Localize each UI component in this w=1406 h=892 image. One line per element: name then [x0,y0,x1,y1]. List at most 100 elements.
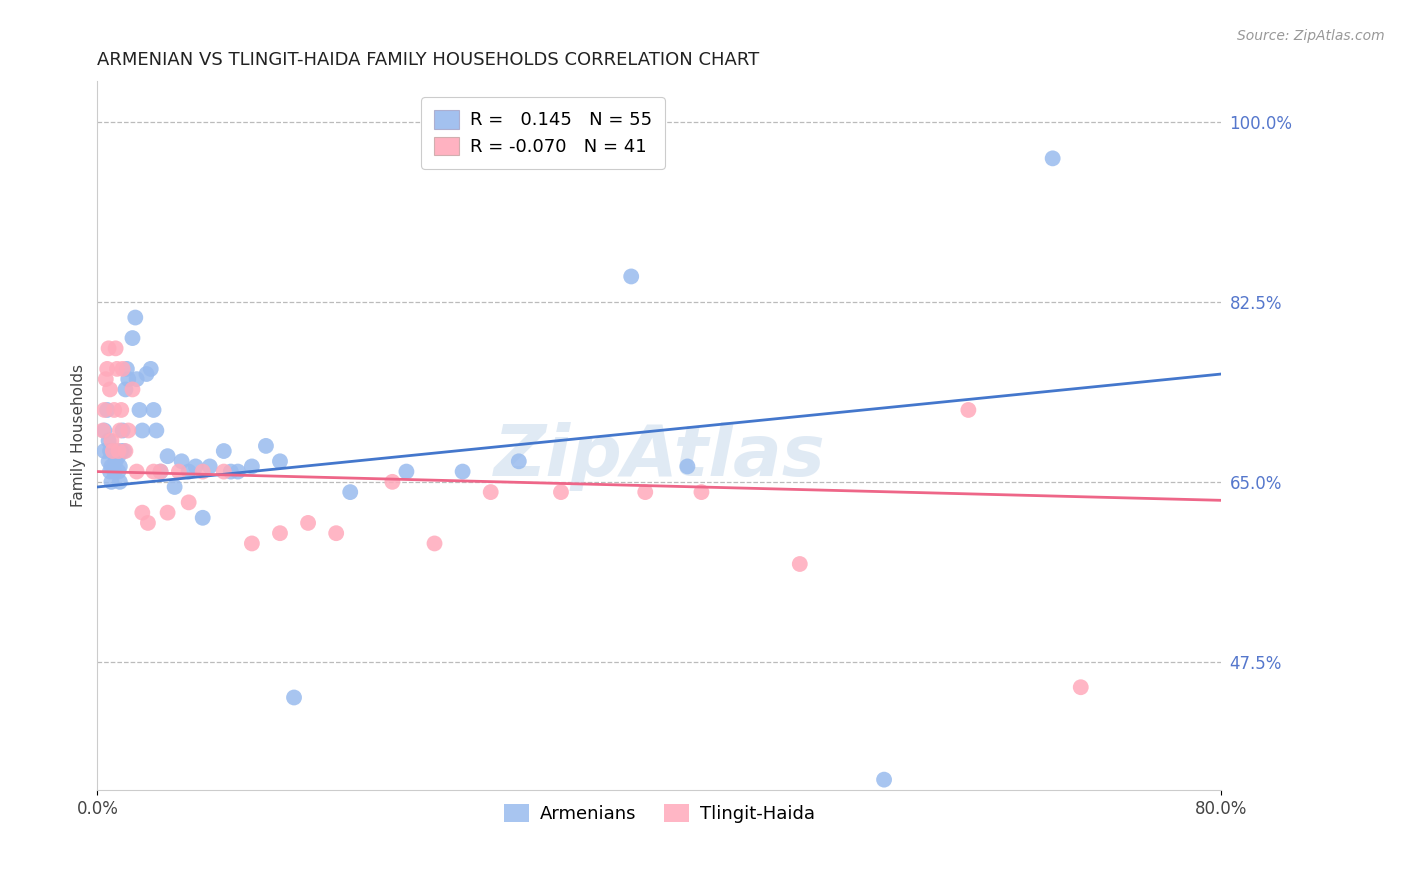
Point [131,506,153,520]
Point [111,362,134,376]
Point [191,510,214,524]
Point [423,536,446,550]
Point [269,454,291,468]
Point [101,444,124,458]
Point [105,444,128,458]
Point [103,403,125,417]
Point [98,465,121,479]
Point [167,465,190,479]
Point [325,526,347,541]
Point [163,480,186,494]
Point [108,459,131,474]
Point [297,516,319,530]
Point [98,444,121,458]
Point [97,434,120,448]
Point [156,506,179,520]
Point [139,362,162,376]
Point [142,465,165,479]
Point [136,516,159,530]
Point [96,403,118,417]
Point [283,690,305,705]
Legend: Armenians, Tlingit-Haida: Armenians, Tlingit-Haida [494,793,825,834]
Point [94,372,117,386]
Point [177,465,200,479]
Point [105,362,128,376]
Point [111,424,134,438]
Point [634,485,657,500]
Point [170,454,193,468]
Text: ZipAtlas: ZipAtlas [494,423,825,491]
Point [104,454,127,468]
Point [254,439,277,453]
Point [149,465,172,479]
Point [873,772,896,787]
Point [124,310,146,325]
Text: ARMENIAN VS TLINGIT-HAIDA FAMILY HOUSEHOLDS CORRELATION CHART: ARMENIAN VS TLINGIT-HAIDA FAMILY HOUSEHO… [97,51,759,69]
Point [198,459,221,474]
Point [1042,152,1064,166]
Point [125,372,148,386]
Point [690,485,713,500]
Point [381,475,404,489]
Point [676,459,699,474]
Point [117,424,139,438]
Point [100,475,122,489]
Point [128,403,150,417]
Point [240,536,263,550]
Point [156,449,179,463]
Point [115,362,138,376]
Point [93,444,115,458]
Y-axis label: Family Households: Family Households [72,364,86,508]
Point [97,342,120,356]
Point [100,444,122,458]
Point [177,495,200,509]
Point [219,465,242,479]
Point [114,383,136,397]
Point [131,424,153,438]
Point [184,459,207,474]
Point [98,383,121,397]
Point [93,424,115,438]
Point [957,403,980,417]
Point [103,465,125,479]
Point [100,434,122,448]
Point [226,465,249,479]
Point [135,367,157,381]
Point [240,459,263,474]
Point [93,403,115,417]
Point [508,454,530,468]
Point [789,557,811,571]
Point [451,465,474,479]
Point [125,465,148,479]
Point [339,485,361,500]
Point [191,465,214,479]
Point [108,475,131,489]
Point [145,424,167,438]
Point [142,403,165,417]
Point [107,449,129,463]
Point [620,269,643,284]
Point [112,444,135,458]
Point [108,424,131,438]
Point [1070,680,1092,694]
Point [550,485,572,500]
Point [117,372,139,386]
Point [100,459,122,474]
Point [110,403,132,417]
Point [212,444,235,458]
Point [149,465,172,479]
Point [212,465,235,479]
Point [96,362,118,376]
Point [269,526,291,541]
Point [104,342,127,356]
Point [107,444,129,458]
Point [114,444,136,458]
Point [121,331,143,345]
Point [97,454,120,468]
Text: Source: ZipAtlas.com: Source: ZipAtlas.com [1237,29,1385,43]
Point [395,465,418,479]
Point [110,444,132,458]
Point [479,485,502,500]
Point [91,424,114,438]
Point [121,383,143,397]
